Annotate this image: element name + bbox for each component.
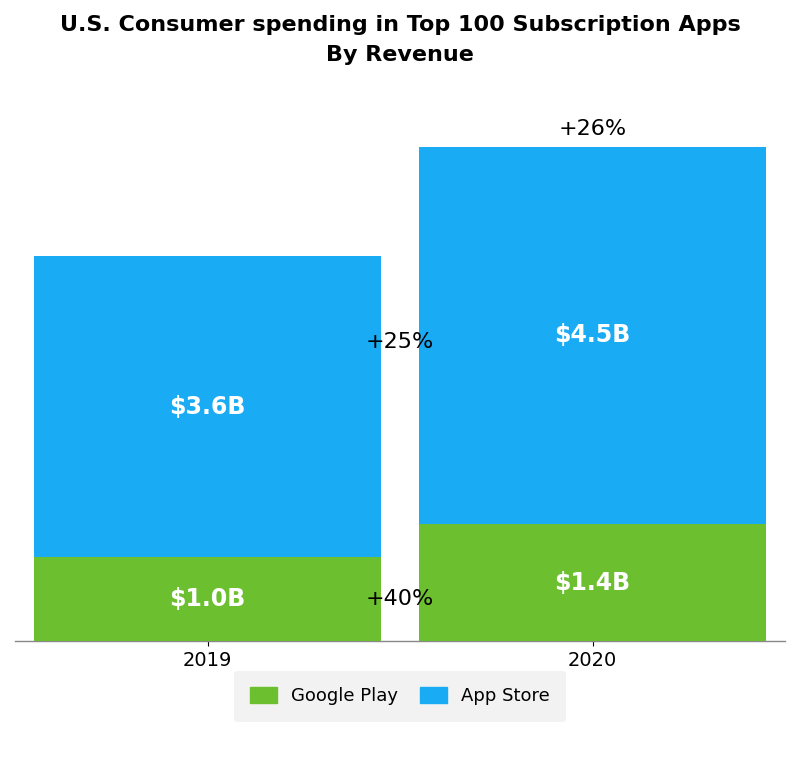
Legend: Google Play, App Store: Google Play, App Store — [234, 670, 566, 721]
Text: $1.0B: $1.0B — [170, 587, 246, 611]
Text: $3.6B: $3.6B — [170, 395, 246, 419]
Title: U.S. Consumer spending in Top 100 Subscription Apps
By Revenue: U.S. Consumer spending in Top 100 Subscr… — [60, 15, 740, 65]
Text: +40%: +40% — [366, 589, 434, 610]
Bar — [419, 147, 766, 524]
Text: $1.4B: $1.4B — [554, 571, 630, 594]
Text: +25%: +25% — [366, 332, 434, 352]
Bar — [34, 256, 381, 557]
Bar — [34, 557, 381, 642]
Text: +26%: +26% — [558, 119, 626, 139]
Bar — [419, 524, 766, 642]
Text: $4.5B: $4.5B — [554, 323, 630, 348]
